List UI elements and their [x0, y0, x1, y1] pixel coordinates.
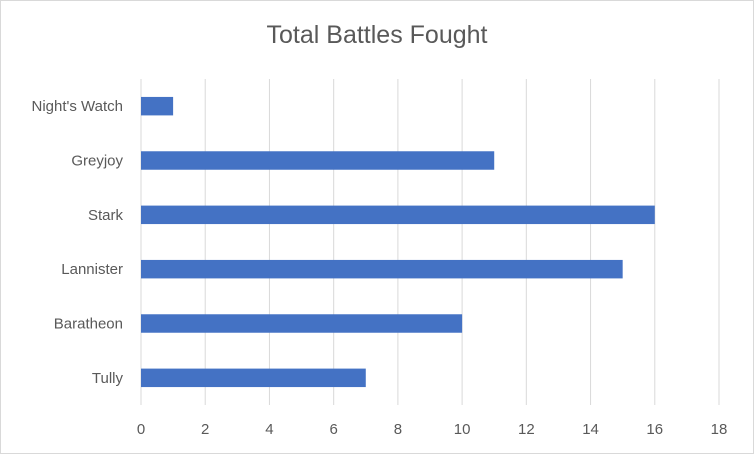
- x-tick-label: 12: [518, 421, 535, 438]
- category-label: Tully: [92, 370, 124, 387]
- x-tick-label: 18: [711, 421, 728, 438]
- category-label: Stark: [88, 207, 124, 224]
- bar-lannister: [141, 259, 623, 279]
- bar-baratheon: [141, 314, 463, 333]
- bars: [141, 96, 655, 388]
- gridlines: [140, 79, 720, 405]
- x-tick-label: 16: [646, 421, 663, 438]
- x-tick-label: 4: [265, 421, 273, 438]
- bar-tully: [141, 368, 366, 388]
- bar-greyjoy: [141, 151, 495, 170]
- category-labels: Night's Watch Greyjoy Stark Lannister Barath…: [31, 98, 123, 387]
- category-label: Lannister: [61, 261, 123, 278]
- chart-title: Total Battles Fought: [266, 21, 488, 49]
- category-label: Baratheon: [54, 316, 123, 333]
- x-tick-label: 2: [201, 421, 209, 438]
- category-label: Night's Watch: [31, 98, 123, 115]
- x-tick-label: 14: [582, 421, 599, 438]
- bar-stark: [141, 205, 655, 225]
- x-tick-label: 8: [394, 421, 402, 438]
- x-tick-labels: 0 2 4 6 8 10 12 14 16 18: [137, 421, 728, 438]
- x-tick-label: 6: [329, 421, 337, 438]
- x-tick-label: 10: [454, 421, 471, 438]
- bar-night-s-watch: [141, 96, 174, 116]
- x-tick-label: 0: [137, 421, 145, 438]
- category-label: Greyjoy: [71, 153, 123, 170]
